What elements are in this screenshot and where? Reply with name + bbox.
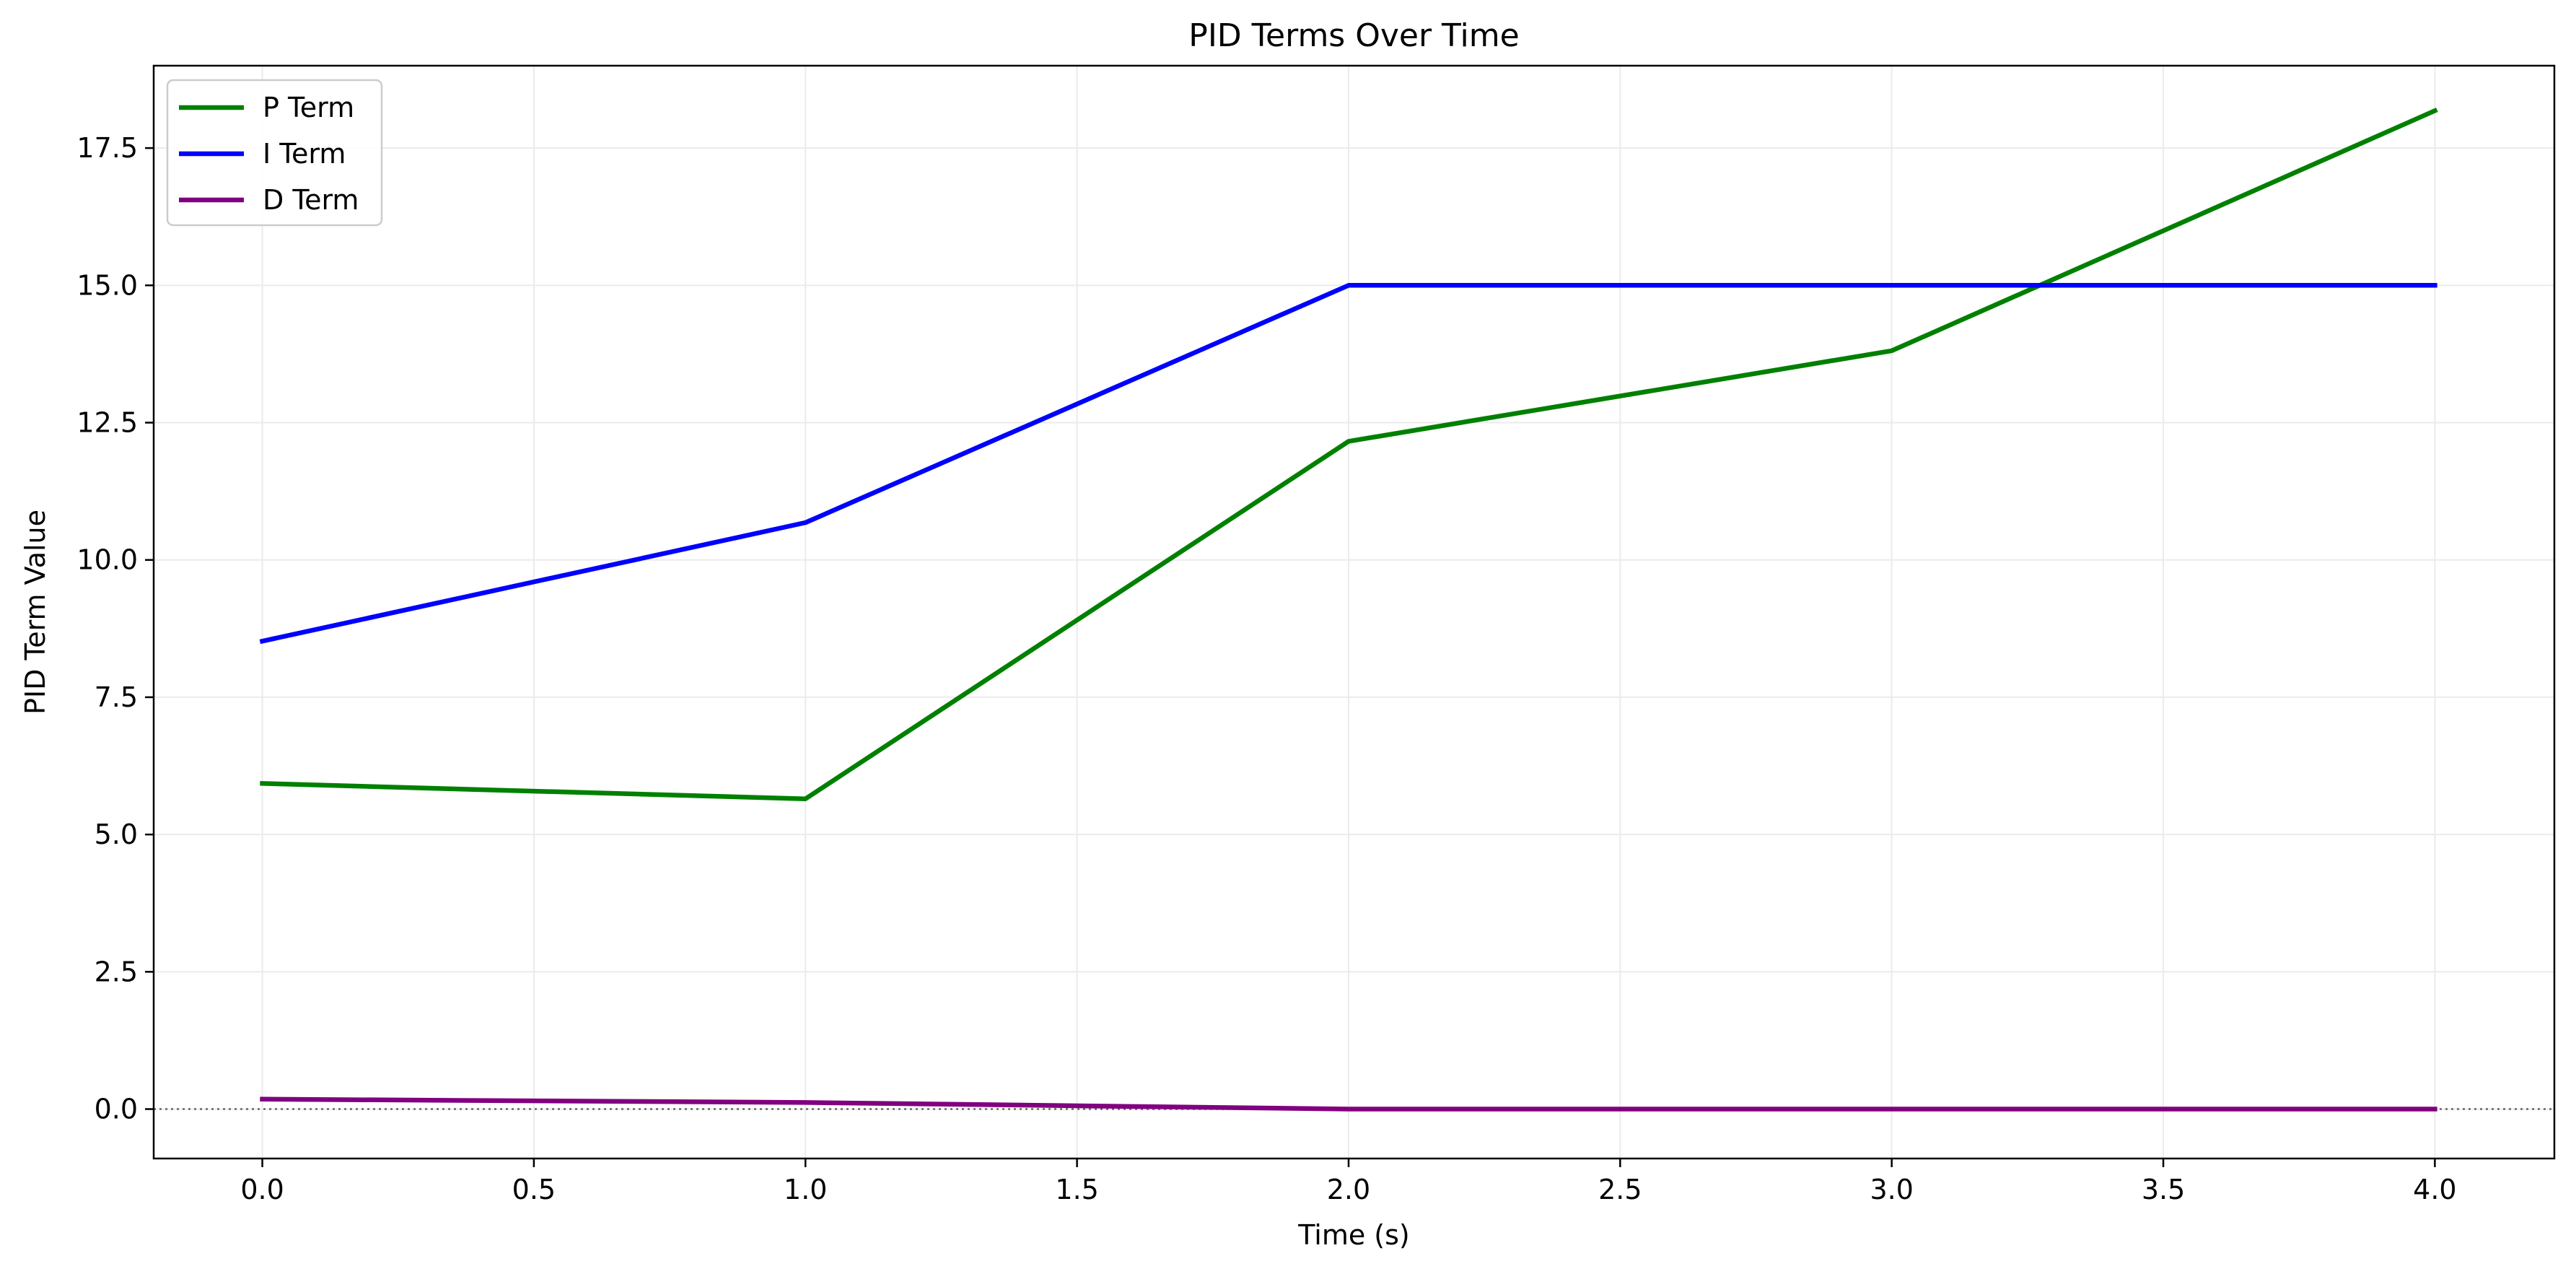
plot-area-frame (152, 64, 2556, 1160)
axis-ticks: 0.0 0.5 1.0 1.5 2.0 2.5 3.0 3.5 4.0 0.0 2.5 5.0 7.5 1… (76, 132, 2456, 1205)
y-axis-label: PID Term Value (19, 510, 51, 715)
legend-label: D Term (263, 184, 359, 216)
y-tick-label: 5.0 (95, 819, 138, 850)
series-line-i-term (259, 283, 2437, 645)
series-line-p-term (260, 108, 2438, 801)
legend-box (166, 79, 383, 227)
y-tick-label: 17.5 (76, 132, 138, 164)
legend-label: I Term (263, 138, 346, 170)
series-lines (259, 108, 2438, 1112)
y-tick-label: 2.5 (95, 956, 138, 987)
y-tick-label: 10.0 (76, 544, 138, 576)
x-tick-label: 0.0 (240, 1174, 284, 1205)
x-tick-label: 3.0 (1870, 1174, 1913, 1205)
x-axis-label: Time (s) (1297, 1219, 1410, 1251)
x-tick-label: 2.0 (1327, 1174, 1370, 1205)
series-line-d-term (260, 1096, 2437, 1112)
y-tick-label: 7.5 (95, 681, 138, 713)
x-tick-label: 4.0 (2413, 1174, 2456, 1205)
x-tick-label: 0.5 (512, 1174, 556, 1205)
x-tick-label: 2.5 (1598, 1174, 1642, 1205)
x-tick-label: 1.5 (1055, 1174, 1098, 1205)
y-tick-label: 12.5 (76, 407, 138, 439)
legend: P Term I Term D Term (166, 79, 383, 227)
chart-title: PID Terms Over Time (1188, 17, 1519, 54)
y-tick-label: 0.0 (95, 1094, 138, 1125)
y-tick-label: 15.0 (76, 269, 138, 301)
x-tick-label: 3.5 (2142, 1174, 2185, 1205)
x-tick-label: 1.0 (784, 1174, 827, 1205)
legend-label: P Term (263, 92, 354, 123)
